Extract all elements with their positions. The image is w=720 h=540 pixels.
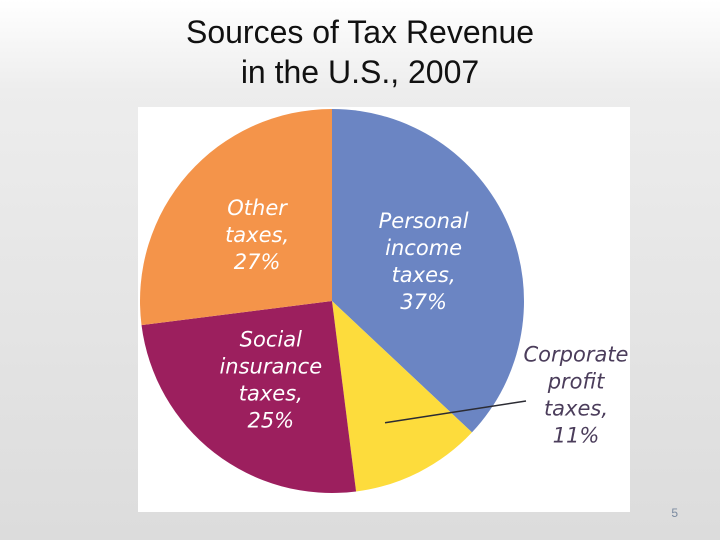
slide-title-line-2: in the U.S., 2007: [240, 54, 480, 90]
slide-title: Sources of Tax Revenue in the U.S., 2007: [0, 12, 720, 92]
slice-label-line: taxes,: [392, 263, 456, 287]
pie-slice-personal-income-taxes: [332, 109, 524, 433]
slice-label-corporate-profit-taxes: Corporate profit taxes, 11%: [524, 343, 629, 448]
slice-label-line: 27%: [234, 250, 281, 274]
slice-label-line: taxes,: [239, 381, 303, 405]
slice-label-personal-income-taxes: Personal income taxes, 37%: [379, 209, 469, 314]
slide-title-line-1: Sources of Tax Revenue: [185, 14, 535, 50]
slice-label-line: taxes,: [544, 397, 608, 421]
callout-line-corporate-profit-taxes: [384, 400, 527, 424]
slice-label-line: income: [385, 236, 462, 260]
pie-slice-corporate-profit-taxes: [332, 301, 472, 492]
slide-number: 5: [671, 506, 678, 520]
pie-slice-other-taxes: [140, 109, 332, 326]
pie-slice-social-insurance-taxes: [141, 301, 357, 493]
slice-label-line: Corporate: [524, 343, 629, 367]
slice-label-line: 25%: [247, 408, 294, 432]
slice-label-line: insurance: [219, 354, 322, 378]
slice-label-line: profit: [547, 370, 605, 394]
slice-label-line: 37%: [400, 290, 447, 314]
slice-label-social-insurance-taxes: Social insurance taxes, 25%: [219, 327, 322, 432]
slice-label-line: Social: [240, 327, 302, 351]
chart-panel: Personal income taxes, 37% Corporate profit ta…: [138, 107, 630, 512]
slice-label-line: 11%: [553, 424, 600, 448]
pie-chart: Personal income taxes, 37% Corporate profit ta…: [140, 109, 629, 493]
slice-label-other-taxes: Other taxes, 27%: [225, 196, 289, 274]
slice-label-line: Personal: [379, 209, 469, 233]
slice-label-line: Other: [227, 196, 288, 220]
slice-label-line: taxes,: [225, 223, 289, 247]
